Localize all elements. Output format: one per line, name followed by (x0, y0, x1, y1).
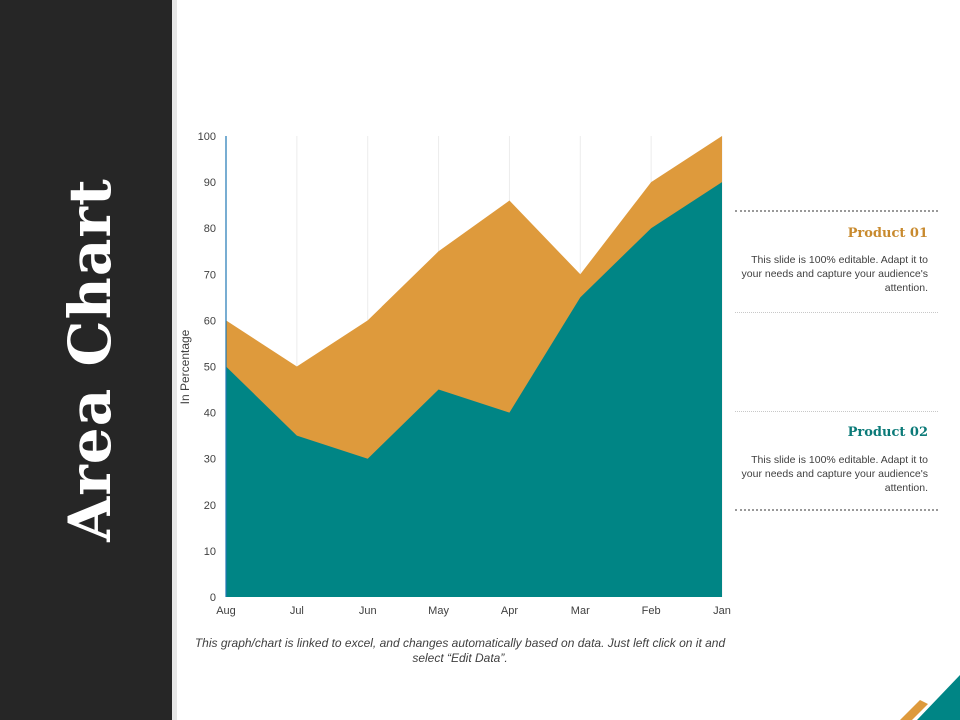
x-tick-label-jun: Jun (359, 605, 377, 617)
y-tick-label-50: 50 (204, 362, 216, 374)
legend-divider-top (735, 210, 938, 212)
y-tick-label-40: 40 (204, 408, 216, 420)
x-tick-label-mar: Mar (571, 605, 590, 617)
sidebar-edge (172, 0, 177, 720)
chart-areas (225, 135, 723, 597)
corner-decoration (900, 675, 960, 720)
x-tick-label-apr: Apr (501, 605, 518, 617)
x-tick-label-jul: Jul (290, 605, 304, 617)
sidebar-panel (0, 0, 172, 720)
y-tick-label-80: 80 (204, 223, 216, 235)
corner-teal-triangle (917, 675, 960, 720)
x-tick-label-aug: Aug (216, 605, 236, 617)
legend-desc-product-02: This slide is 100% editable. Adapt it to… (741, 454, 928, 494)
y-tick-label-90: 90 (204, 177, 216, 189)
legend-desc-product-01: This slide is 100% editable. Adapt it to… (741, 254, 928, 294)
legend-divider-bottom (735, 509, 938, 511)
chart-footnote: This graph/chart is linked to excel, and… (194, 636, 726, 665)
corner-orange-stripe (900, 700, 928, 720)
y-tick-label-0: 0 (210, 592, 216, 604)
y-axis-title: In Percentage (178, 329, 192, 404)
y-tick-label-70: 70 (204, 269, 216, 281)
y-tick-label-30: 30 (204, 454, 216, 466)
legend-divider-mid-1 (735, 312, 938, 313)
legend-divider-mid-2 (735, 411, 938, 412)
y-tick-label-20: 20 (204, 500, 216, 512)
legend-title-product-01: Product 01 (847, 226, 928, 241)
y-tick-label-10: 10 (204, 546, 216, 558)
x-tick-label-jan: Jan (713, 605, 731, 617)
x-tick-label-feb: Feb (642, 605, 661, 617)
legend-title-product-02: Product 02 (847, 425, 928, 440)
x-tick-label-may: May (428, 605, 449, 617)
y-tick-label-100: 100 (198, 131, 216, 143)
area-product-02 (226, 182, 722, 597)
y-tick-label-60: 60 (204, 315, 216, 327)
chart-labels: 0 10 20 30 40 50 60 70 80 90 100 Aug Jul Jun May Apr Mar… (178, 131, 731, 617)
